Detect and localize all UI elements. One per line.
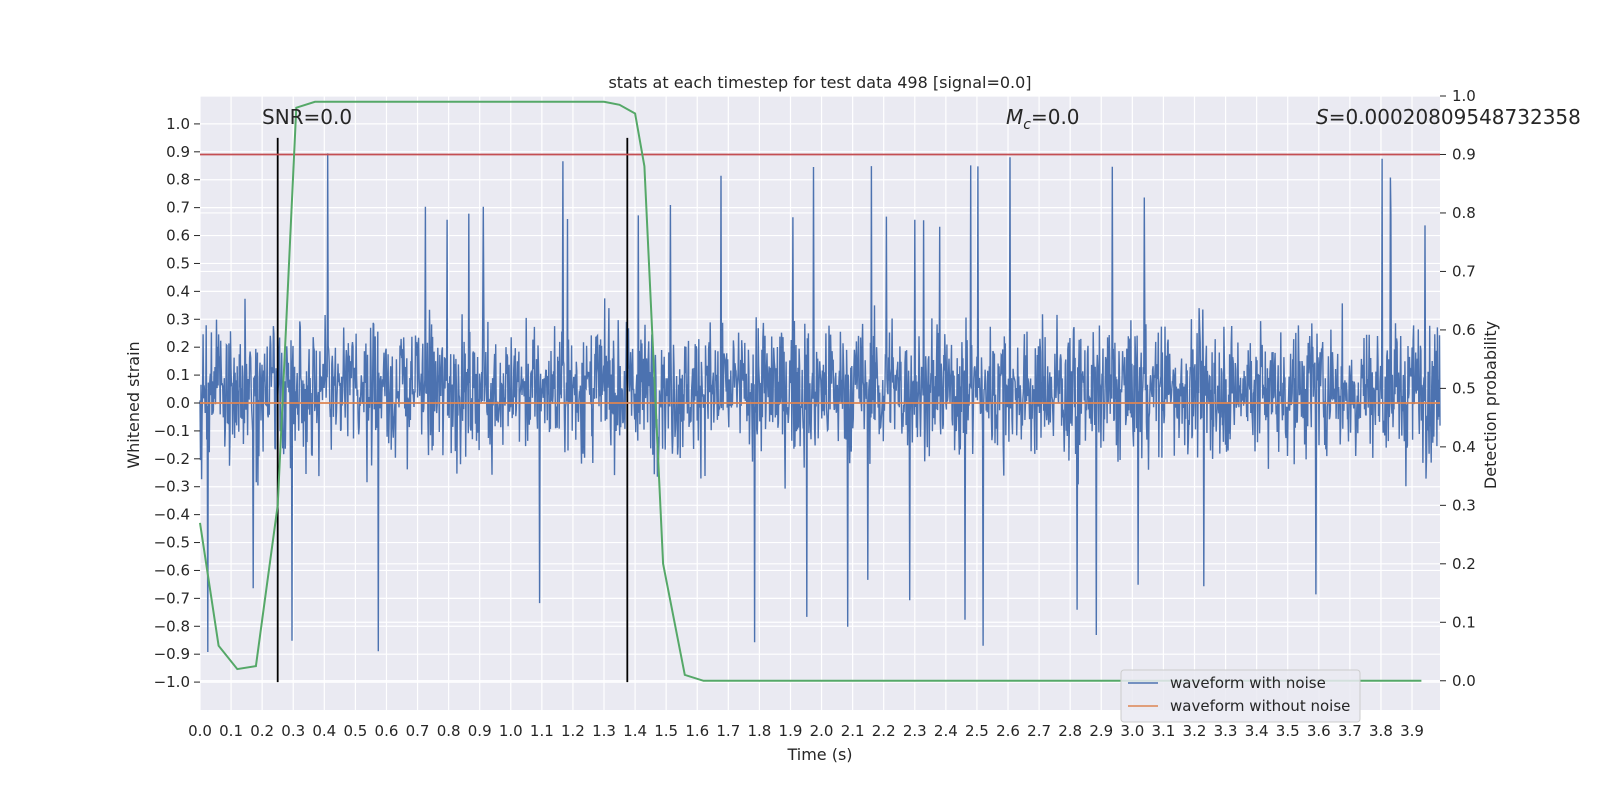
- right-tick-label: 0.5: [1452, 379, 1476, 397]
- s-annotation: S=0.00020809548732358: [1316, 105, 1581, 129]
- x-tick-label: 3.0: [1120, 722, 1144, 740]
- y-tick-label: 0.2: [166, 338, 190, 356]
- x-tick-label: 0.7: [406, 722, 430, 740]
- x-tick-label: 1.4: [623, 722, 647, 740]
- right-tick-label: 1.0: [1452, 87, 1476, 105]
- right-tick-label: 0.8: [1452, 204, 1476, 222]
- right-axis-label: Detection probability: [1481, 321, 1500, 489]
- y-tick-label: −0.5: [154, 534, 190, 552]
- legend-frame: [1120, 669, 1361, 723]
- y-tick-label: 0.1: [166, 366, 190, 384]
- x-tick-label: 2.6: [996, 722, 1020, 740]
- y-tick-label: 0.4: [166, 282, 190, 300]
- x-tick-label: 1.3: [592, 722, 616, 740]
- y-tick-label: 0.7: [166, 199, 190, 217]
- right-tick-label: 0.2: [1452, 555, 1476, 573]
- x-tick-label: 2.1: [841, 722, 865, 740]
- right-tick-label: 0.1: [1452, 613, 1476, 631]
- vertical-markers: [276, 137, 629, 683]
- x-tick-label: 0.5: [343, 722, 367, 740]
- x-tick-label: 0.3: [281, 722, 305, 740]
- series-waveform-with-noise: [199, 153, 1441, 653]
- x-tick-label: 1.1: [530, 722, 554, 740]
- x-axis-label: Time (s): [786, 745, 852, 764]
- x-tick-label: 2.8: [1058, 722, 1082, 740]
- x-tick-label: 3.8: [1369, 722, 1393, 740]
- y-tick-label: −0.1: [154, 422, 190, 440]
- y-tick-label: −0.8: [154, 617, 190, 635]
- y-tick-label: −0.4: [154, 506, 190, 524]
- x-tick-label: 0.6: [375, 722, 399, 740]
- legend-label-noise: waveform with noise: [1170, 674, 1326, 692]
- x-tick-label: 2.5: [965, 722, 989, 740]
- y-tick-label: 0.5: [166, 254, 190, 272]
- x-tick-label: 1.5: [654, 722, 678, 740]
- snr-annotation: SNR=0.0: [262, 105, 352, 129]
- x-tick-label: 3.4: [1245, 722, 1269, 740]
- x-tick-label: 0.9: [468, 722, 492, 740]
- x-tick-label: 3.1: [1151, 722, 1175, 740]
- x-tick-label: 1.9: [779, 722, 803, 740]
- x-tick-label: 1.2: [561, 722, 585, 740]
- legend: waveform with noise waveform without noi…: [1120, 669, 1361, 723]
- x-tick-label: 3.5: [1276, 722, 1300, 740]
- y-axis-label: Whitened strain: [124, 341, 143, 468]
- y-tick-label: 1.0: [166, 115, 190, 133]
- right-tick-label: 0.9: [1452, 145, 1476, 163]
- y-tick-label: 0.3: [166, 310, 190, 328]
- x-tick-label: 0.8: [437, 722, 461, 740]
- x-tick-label: 0.2: [250, 722, 274, 740]
- x-tick-label: 2.3: [903, 722, 927, 740]
- x-tick-label: 2.0: [810, 722, 834, 740]
- y-tick-label: −0.9: [154, 645, 190, 663]
- y-tick-label: 0.6: [166, 227, 190, 245]
- chart-title: stats at each timestep for test data 498…: [608, 73, 1031, 92]
- right-tick-label: 0.4: [1452, 438, 1476, 456]
- right-tick-label: 0.7: [1452, 262, 1476, 280]
- mc-annotation: Mc=0.0: [1006, 105, 1080, 133]
- noise-waveform-line: [199, 153, 1441, 653]
- s-value: =0.00020809548732358: [1329, 105, 1581, 129]
- x-tick-label: 0.4: [312, 722, 336, 740]
- x-tick-label: 0.0: [188, 722, 212, 740]
- x-tick-label: 1.0: [499, 722, 523, 740]
- x-tick-label: 2.9: [1089, 722, 1113, 740]
- mc-subscript: c: [1023, 117, 1031, 133]
- s-symbol: S: [1316, 105, 1329, 129]
- mc-value: =0.0: [1031, 105, 1080, 129]
- right-tick-label: 0.3: [1452, 496, 1476, 514]
- x-tick-label: 2.2: [872, 722, 896, 740]
- x-axis-ticks: 0.0 0.1 0.2 0.3 0.4 0.5 0.6 0.7 0.8 0.9 1.0 1.1 1.2 1…: [188, 722, 1424, 740]
- x-tick-label: 1.8: [747, 722, 771, 740]
- y-tick-label: 0.0: [166, 394, 190, 412]
- y-tick-label: −0.3: [154, 478, 190, 496]
- x-tick-label: 2.4: [934, 722, 958, 740]
- x-tick-label: 3.2: [1183, 722, 1207, 740]
- y-tick-label: −0.7: [154, 589, 190, 607]
- right-tick-label: 0.6: [1452, 321, 1476, 339]
- legend-label-clean: waveform without noise: [1170, 697, 1350, 715]
- y-tick-label: −0.2: [154, 450, 190, 468]
- detection-probability-line: [199, 100, 1422, 682]
- y-tick-label: −1.0: [154, 673, 190, 691]
- right-tick-label: 0.0: [1452, 672, 1476, 690]
- y-tick-label: 0.9: [166, 143, 190, 161]
- x-tick-label: 3.7: [1338, 722, 1362, 740]
- x-tick-label: 3.6: [1307, 722, 1331, 740]
- right-axis-ticks: 1.0 0.9 0.8 0.7 0.6 0.5 0.4 0.3 0.2 0.1 0.0: [1440, 87, 1476, 690]
- y-axis-ticks: 1.0 0.9 0.8 0.7 0.6 0.5 0.4 0.3 0.2 0.1 0.0 −0.1 −0.…: [154, 115, 200, 691]
- x-tick-label: 0.1: [219, 722, 243, 740]
- y-tick-label: 0.8: [166, 171, 190, 189]
- x-tick-label: 1.6: [685, 722, 709, 740]
- line-series: [199, 100, 1440, 682]
- mc-symbol: M: [1006, 105, 1023, 129]
- x-tick-label: 3.3: [1214, 722, 1238, 740]
- y-tick-label: −0.6: [154, 561, 190, 579]
- x-tick-label: 2.7: [1027, 722, 1051, 740]
- x-tick-label: 1.7: [716, 722, 740, 740]
- x-tick-label: 3.9: [1400, 722, 1424, 740]
